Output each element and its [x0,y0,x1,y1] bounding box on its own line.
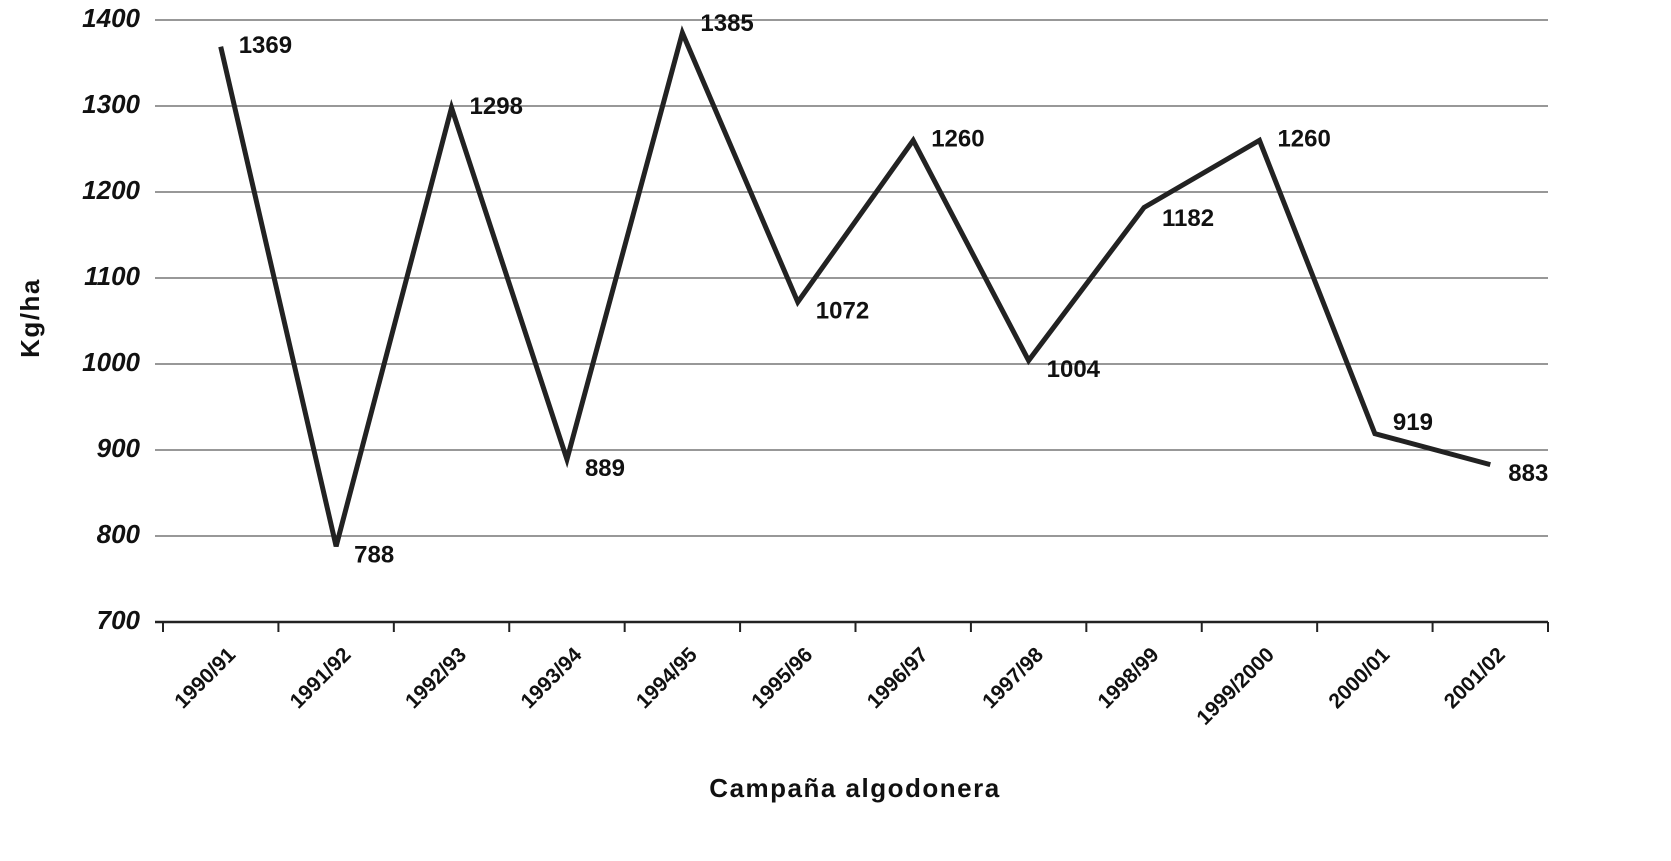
data-label: 1004 [1047,356,1101,383]
y-tick-label: 1300 [82,89,140,119]
x-tick-label: 1990/91 [170,643,240,713]
y-tick-label: 1000 [82,347,140,377]
data-label: 1260 [931,126,984,153]
y-tick-label: 800 [97,519,141,549]
x-tick-label: 2000/01 [1324,643,1394,713]
x-tick-label: 1994/95 [632,643,702,713]
data-label: 788 [354,542,394,569]
x-tick-label: 2001/02 [1440,643,1510,713]
y-tick-label: 1400 [82,3,140,33]
data-label: 1369 [239,32,292,59]
data-label: 1298 [470,93,523,120]
x-tick-label: 1993/94 [516,643,586,713]
x-tick-label: 1992/93 [401,643,471,713]
y-tick-label: 900 [97,433,141,463]
x-tick-label: 1998/99 [1094,643,1164,713]
y-axis-title: Kg/ha [15,278,45,358]
data-label: 1072 [816,297,869,324]
x-tick-label: 1996/97 [863,643,933,713]
x-tick-label: 1991/92 [286,643,356,713]
data-label: 889 [585,455,625,482]
data-label: 1385 [700,10,753,37]
x-axis-title: Campaña algodonera [709,773,1000,803]
data-label: 919 [1393,409,1433,436]
y-tick-label: 700 [97,605,141,635]
line [218,25,1491,547]
y-tick-label: 1100 [84,261,140,291]
y-tick-label: 1200 [82,175,140,205]
x-tick-label: 1999/2000 [1192,643,1278,729]
x-tick-label: 1997/98 [978,643,1048,713]
x-tick-label: 1995/96 [747,643,817,713]
data-label: 883 [1508,460,1548,487]
data-label: 1260 [1277,126,1330,153]
data-label: 1182 [1162,205,1214,232]
